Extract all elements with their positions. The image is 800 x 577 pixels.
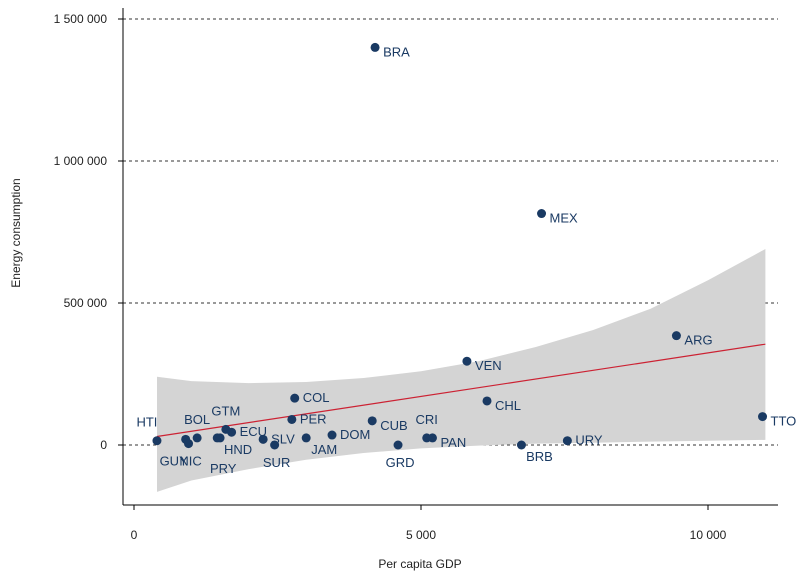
point-label-bra: BRA: [383, 44, 410, 59]
x-axis-title: Per capita GDP: [378, 557, 461, 571]
y-tick-label: 1 000 000: [54, 154, 108, 168]
point-bol: [192, 433, 202, 443]
point-ury: [562, 436, 572, 446]
ci-band-area: [157, 249, 766, 492]
point-label-gtm: GTM: [211, 403, 240, 418]
point-label-pry: PRY: [210, 461, 237, 476]
point-label-pan: PAN: [440, 435, 466, 450]
point-label-ury: URY: [575, 433, 603, 448]
point-hti: [152, 436, 162, 446]
point-slv: [258, 434, 268, 444]
point-sur: [270, 440, 280, 450]
point-label-ecu: ECU: [240, 424, 267, 439]
point-grd: [393, 440, 403, 450]
point-chl: [482, 396, 492, 406]
point-label-slv: SLV: [271, 431, 295, 446]
point-mex: [537, 209, 547, 219]
point-label-guy: GUY: [160, 453, 189, 468]
point-nic: [184, 439, 194, 449]
axes: 0 500 000 1 000 000 1 500 000 0 5 000 10 000: [54, 8, 778, 542]
point-brb: [516, 440, 526, 450]
y-tick-label: 500 000: [64, 296, 108, 310]
point-pan: [427, 433, 437, 443]
point-label-jam: JAM: [311, 442, 337, 457]
point-label-arg: ARG: [684, 333, 712, 348]
point-hnd: [215, 433, 225, 443]
data-points: [152, 42, 768, 450]
x-tick-label: 10 000: [690, 528, 727, 542]
point-label-tto: TTO: [771, 414, 797, 429]
x-tick-label: 5 000: [406, 528, 436, 542]
point-jam: [301, 433, 311, 443]
point-per: [287, 414, 297, 424]
fit-line-group: [156, 343, 766, 438]
point-label-grd: GRD: [386, 455, 415, 470]
confidence-band: [157, 249, 766, 492]
point-ven: [462, 356, 472, 366]
point-label-cub: CUB: [380, 418, 407, 433]
point-ecu: [227, 427, 237, 437]
point-label-col: COL: [303, 390, 330, 405]
point-label-hti: HTI: [136, 415, 157, 430]
fit-line: [156, 343, 766, 438]
point-tto: [758, 412, 768, 422]
point-label-sur: SUR: [263, 455, 290, 470]
point-label-brb: BRB: [526, 449, 553, 464]
point-label-dom: DOM: [340, 427, 370, 442]
y-tick-label: 1 500 000: [54, 12, 108, 26]
point-arg: [671, 331, 681, 341]
point-label-cri: CRI: [416, 412, 438, 427]
y-axis-title: Energy consumption: [9, 178, 23, 287]
point-label-mex: MEX: [550, 211, 579, 226]
point-col: [290, 393, 300, 403]
point-label-hnd: HND: [224, 442, 252, 457]
point-label-bol: BOL: [184, 412, 210, 427]
point-dom: [327, 430, 337, 440]
point-label-per: PER: [300, 411, 327, 426]
point-bra: [370, 42, 380, 52]
point-cub: [367, 416, 377, 426]
point-label-chl: CHL: [495, 398, 521, 413]
x-tick-label: 0: [131, 528, 138, 542]
point-label-nic: NIC: [179, 454, 201, 469]
y-tick-label: 0: [100, 438, 107, 452]
point-label-ven: VEN: [475, 358, 502, 373]
